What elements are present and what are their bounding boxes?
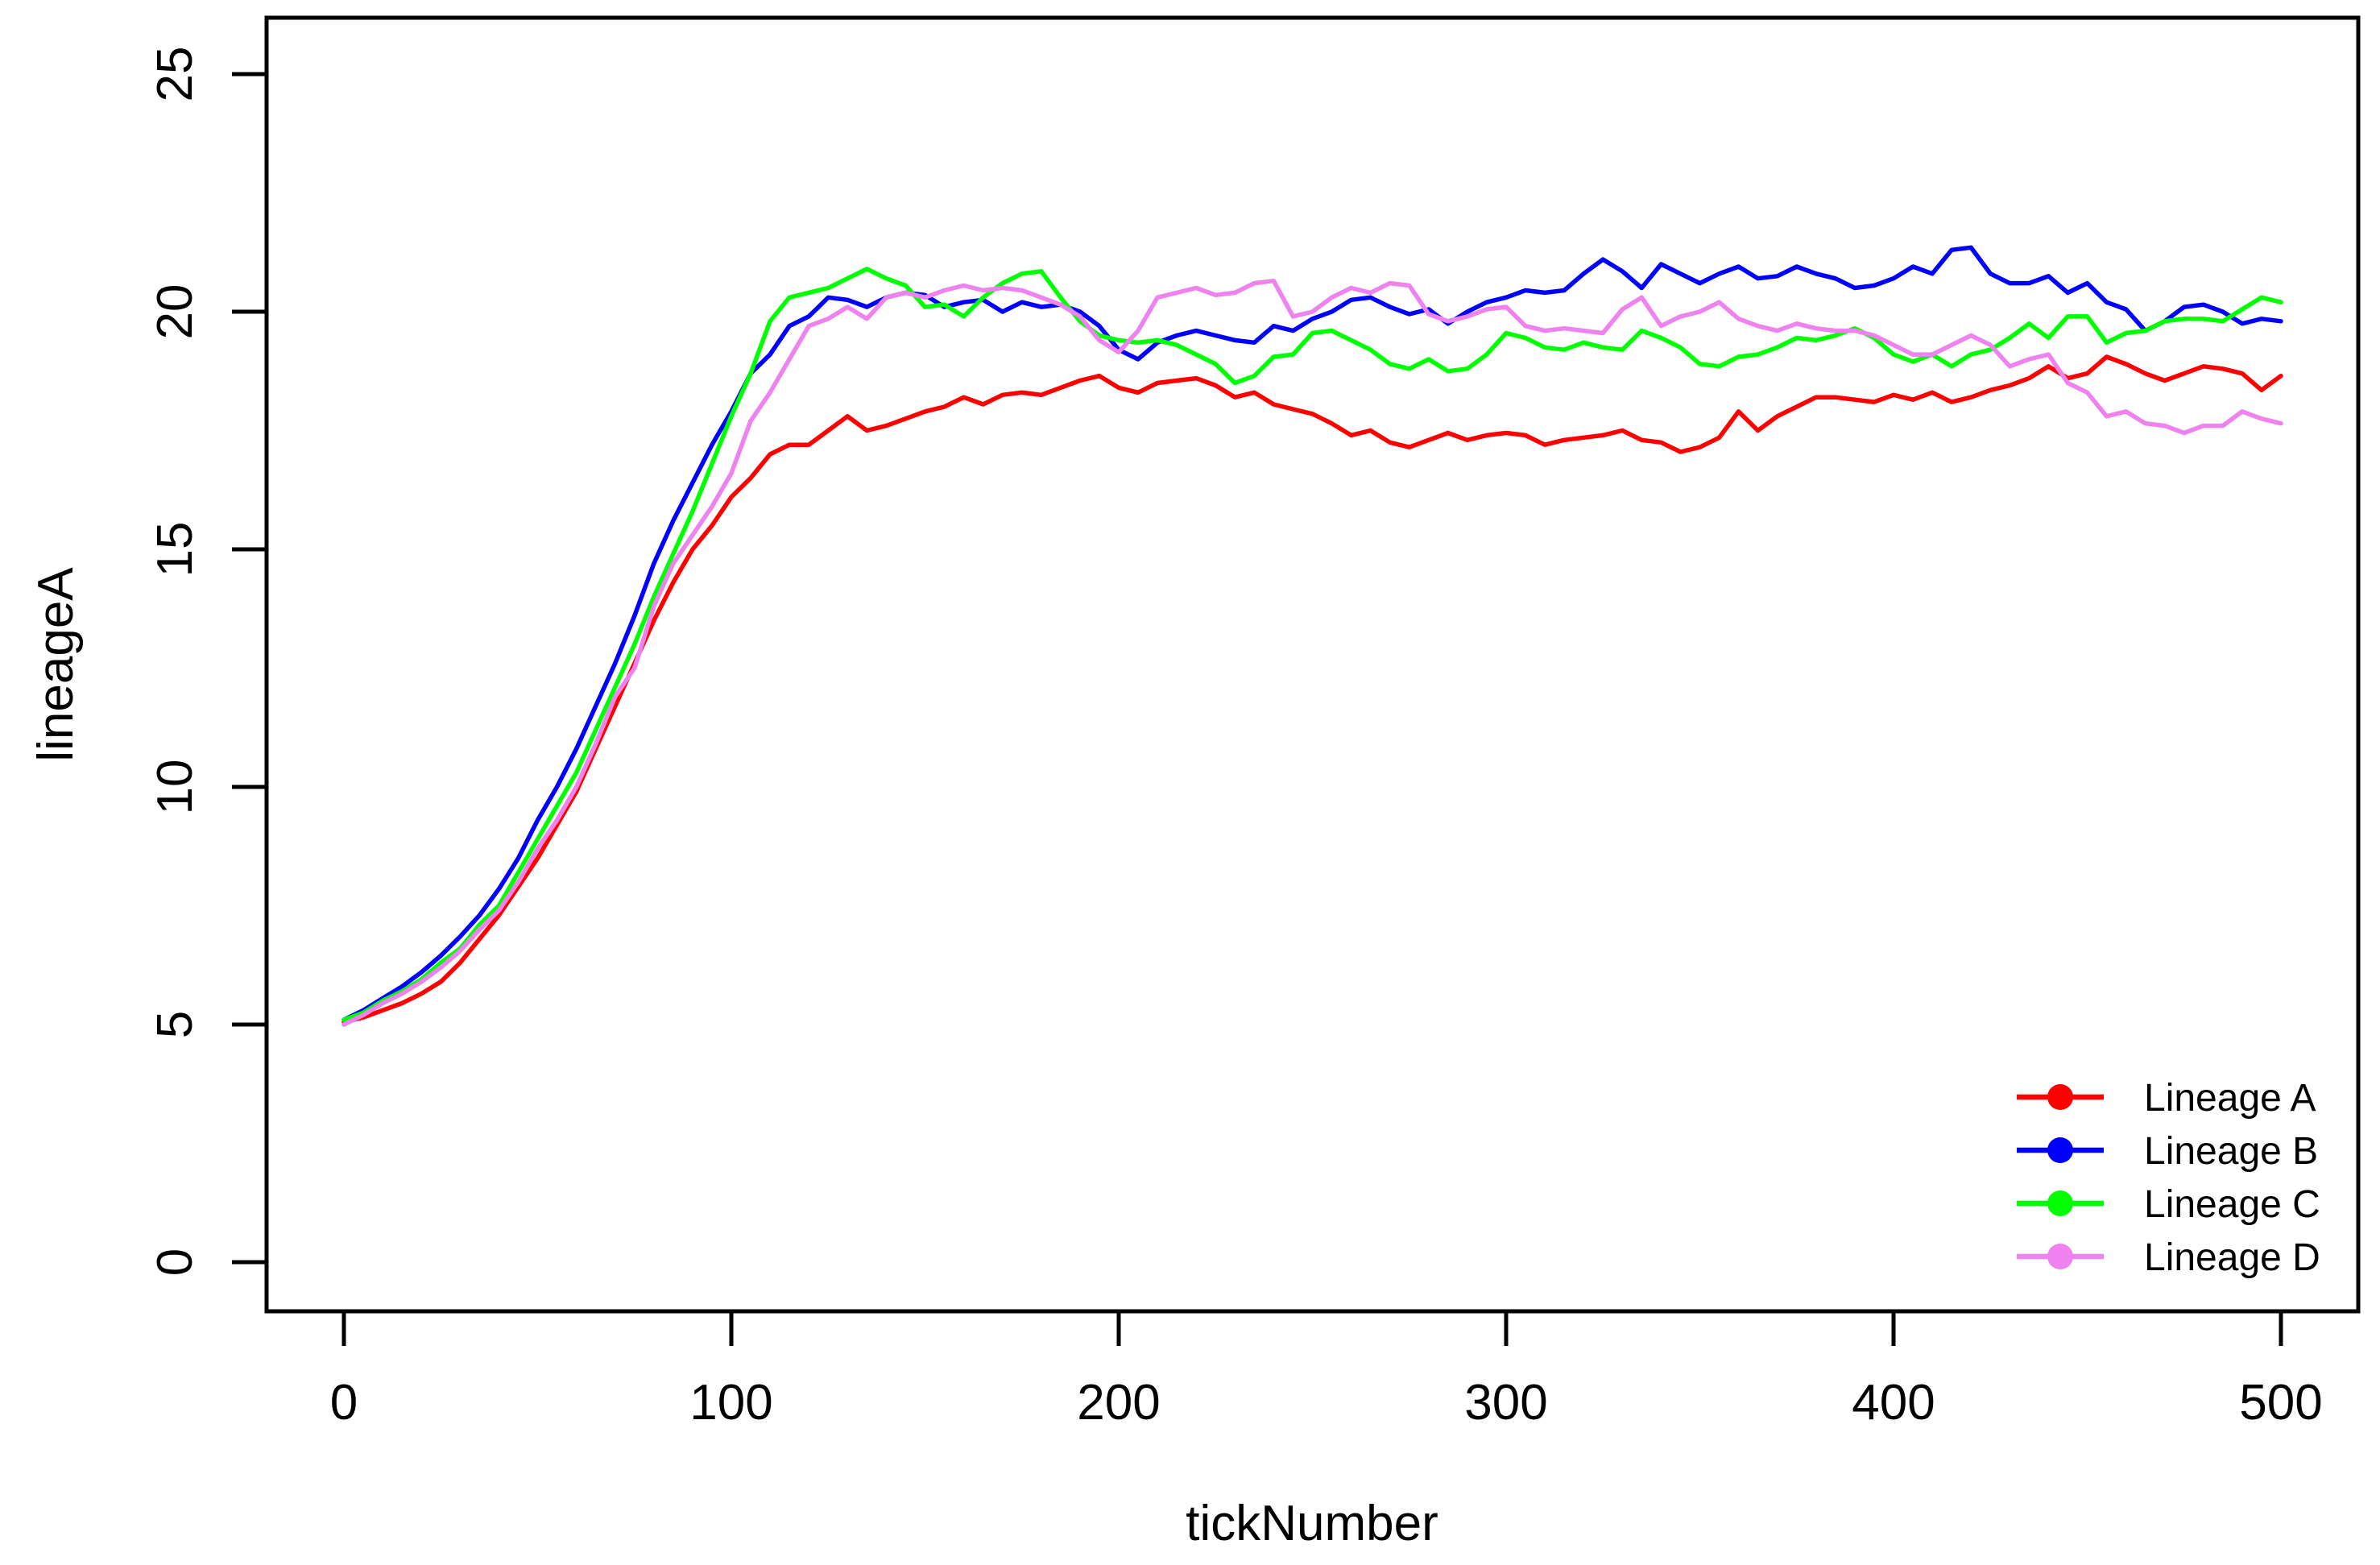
- legend-label: Lineage B: [2144, 1130, 2318, 1173]
- series-line-lineage-c: [341, 267, 2283, 1022]
- y-tick-label: 20: [147, 284, 203, 340]
- legend-item: Lineage B: [2017, 1130, 2318, 1173]
- y-tick-label: 0: [147, 1248, 203, 1276]
- legend-item: Lineage D: [2017, 1236, 2320, 1279]
- legend-label: Lineage A: [2144, 1077, 2316, 1120]
- series-line-lineage-a: [341, 354, 2283, 1025]
- series-line-lineage-d: [341, 278, 2283, 1027]
- legend-marker-icon: [2047, 1137, 2073, 1163]
- x-tick-label: 200: [1077, 1375, 1160, 1430]
- y-axis: 0 5 10 15 20 25: [147, 47, 267, 1276]
- y-tick-label: 5: [147, 1011, 203, 1038]
- series-lines: [341, 245, 2283, 1027]
- plot-area: [264, 15, 2361, 1314]
- x-axis: 0 100 200 300 400 500: [330, 1311, 2323, 1430]
- x-tick-label: 300: [1464, 1375, 1547, 1430]
- y-axis-title: lineageA: [28, 567, 84, 762]
- plot-box: [264, 15, 2361, 1314]
- legend-item: Lineage C: [2017, 1183, 2320, 1226]
- legend-label: Lineage D: [2144, 1236, 2320, 1279]
- x-tick-label: 0: [330, 1375, 358, 1430]
- series-line-lineage-b: [341, 245, 2283, 1022]
- y-tick-label: 25: [147, 47, 203, 102]
- x-tick-label: 100: [689, 1375, 772, 1430]
- legend-marker-icon: [2047, 1084, 2073, 1110]
- x-axis-title: tickNumber: [1186, 1496, 1438, 1551]
- legend-marker-icon: [2047, 1190, 2073, 1216]
- legend-marker-icon: [2047, 1244, 2073, 1269]
- legend-label: Lineage C: [2144, 1183, 2320, 1226]
- legend-item: Lineage A: [2017, 1077, 2316, 1120]
- x-tick-label: 500: [2239, 1375, 2322, 1430]
- x-tick-label: 400: [1852, 1375, 1935, 1430]
- legend: Lineage A Lineage B Lineage C Lineage D: [2017, 1077, 2320, 1279]
- y-tick-label: 15: [147, 522, 203, 578]
- y-tick-label: 10: [147, 760, 203, 815]
